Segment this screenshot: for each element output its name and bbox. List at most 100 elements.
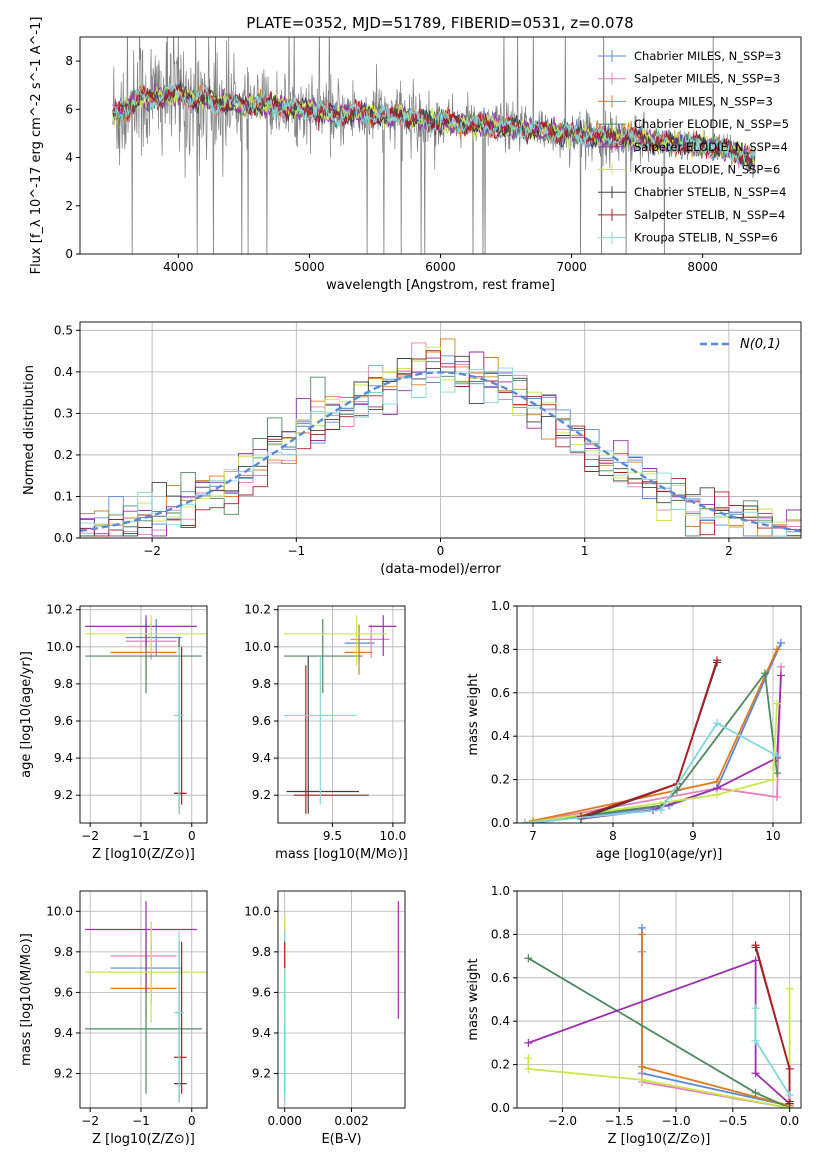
x-axis-label: wavelength [Angstrom, rest frame]	[326, 278, 555, 293]
y-tick-label: 2	[65, 199, 73, 213]
x-tick-label: 7000	[556, 260, 587, 274]
residual-histogram-chabrier-miles	[80, 355, 801, 537]
x-tick-label: 0.000	[268, 1114, 302, 1128]
y-tick-label: 9.2	[54, 788, 73, 802]
y-tick-label: 0.2	[54, 448, 73, 462]
x-tick-label: 4000	[163, 260, 194, 274]
x-axis-label: E(B-V)	[321, 1132, 361, 1147]
axes-frame	[516, 890, 802, 1109]
y-tick-label: 10.0	[244, 904, 271, 918]
x-tick-label: −2	[81, 829, 99, 843]
x-axis-label: mass [log10(M/M⊙)]	[275, 847, 408, 862]
weight-marker	[751, 941, 760, 950]
y-tick-label: 9.6	[54, 985, 73, 999]
y-tick-label: 9.4	[252, 751, 271, 765]
weight-marker	[657, 805, 665, 814]
legend-entry: Salpeter ELODIE, N_SSP=4	[634, 140, 788, 154]
x-axis-label: (data-model)/error	[380, 562, 501, 577]
weight-marker	[751, 1088, 760, 1097]
weight-marker	[773, 699, 781, 708]
plot-area	[524, 923, 794, 1108]
y-axis-label: Flux [f_λ 10^-17 erg cm^-2 s^-1 A^-1]	[29, 17, 44, 275]
weight-marker	[773, 751, 781, 760]
y-tick-label: 10.0	[46, 904, 73, 918]
y-tick-label: 0.3	[54, 406, 73, 420]
y-tick-label: 10.0	[46, 640, 73, 654]
y-tick-label: 9.8	[54, 945, 73, 959]
y-tick-label: 0.8	[491, 642, 510, 656]
x-tick-label: 1	[581, 544, 589, 558]
x-tick-label: −0.5	[718, 1114, 747, 1128]
legend-entry: Salpeter STELIB, N_SSP=4	[634, 208, 785, 222]
weight-marker	[785, 1090, 794, 1099]
y-tick-label: 0.4	[491, 1014, 510, 1028]
weight-marker	[751, 956, 760, 965]
weight-marker	[521, 819, 529, 823]
panel-age-vs-mass: 9.5 10.0 9.2 9.4 9.6 9.8 10.0 10.2 mass [log10(M…	[244, 603, 408, 862]
y-tick-label: 9.2	[252, 788, 271, 802]
legend-entry: Chabrier STELIB, N_SSP=4	[634, 185, 786, 199]
y-tick-label: 9.2	[54, 1067, 73, 1081]
legend-entry: Salpeter MILES, N_SSP=3	[634, 72, 780, 86]
weight-marker	[713, 656, 721, 665]
model-line-salpeter-elodie	[112, 82, 756, 171]
legend-entry: Chabrier ELODIE, N_SSP=5	[634, 117, 789, 131]
y-tick-label: 9.4	[54, 751, 73, 765]
x-tick-label: −1.5	[605, 1114, 634, 1128]
y-tick-label: 0.0	[491, 1101, 510, 1115]
plot-area	[112, 37, 756, 254]
axes-frame	[79, 605, 208, 824]
weight-marker	[713, 719, 721, 728]
x-tick-label: 0	[437, 544, 445, 558]
panel-mass-vs-metallicity: −2 −1 0 9.2 9.4 9.6 9.8 10.0 Z [log10(Z/Z⊙)] mass…	[19, 890, 208, 1147]
weight-marker	[761, 669, 769, 678]
plot-area	[521, 638, 785, 823]
weight-marker	[777, 671, 785, 680]
y-tick-label: 9.6	[54, 714, 73, 728]
residual-histogram-salpeter-stelib	[80, 350, 801, 537]
plot-area	[284, 901, 399, 1102]
weight-marker	[773, 769, 781, 778]
weight-marker	[751, 1036, 760, 1045]
legend-entry: N(0,1)	[740, 337, 781, 352]
x-axis-label: age [log10(age/yr)]	[596, 847, 723, 862]
y-tick-label: 0.6	[491, 686, 510, 700]
x-axis-label: Z [log10(Z/Z⊙)]	[92, 1132, 195, 1147]
x-tick-label: 10	[765, 829, 780, 843]
x-tick-label: 7	[529, 829, 537, 843]
weight-marker	[751, 1069, 760, 1078]
axes-frame	[277, 890, 406, 1109]
x-tick-label: −1	[287, 544, 305, 558]
weight-marker	[769, 775, 777, 784]
legend-entry: Kroupa MILES, N_SSP=3	[634, 94, 773, 108]
weight-marker	[524, 1064, 533, 1073]
y-tick-label: 10.2	[46, 603, 73, 617]
weight-marker	[524, 1038, 533, 1047]
x-tick-label: −2.0	[548, 1114, 577, 1128]
y-axis-label: age [log10(age/yr)]	[19, 651, 34, 778]
x-tick-label: 8000	[687, 260, 718, 274]
y-tick-label: 0.0	[491, 816, 510, 830]
y-tick-label: 0.0	[54, 531, 73, 545]
x-tick-label: 2	[725, 544, 733, 558]
y-tick-label: 0.1	[54, 489, 73, 503]
weight-line-kroupa-stelib	[524, 722, 778, 823]
x-tick-label: 9	[689, 829, 697, 843]
legend-entry: Chabrier MILES, N_SSP=3	[634, 49, 781, 63]
panel-mass-weight-vs-age: 7 8 9 10 0.0 0.2 0.4 0.6 0.8 1.0 age [log10(age/yr…	[466, 599, 802, 862]
x-axis-label: Z [log10(Z/Z⊙)]	[92, 847, 195, 862]
y-tick-label: 1.0	[491, 884, 510, 898]
x-tick-label: 8	[609, 829, 617, 843]
y-tick-label: 0.4	[491, 729, 510, 743]
weight-marker	[713, 790, 721, 799]
y-tick-label: 0.2	[491, 773, 510, 787]
normal-curve	[80, 371, 801, 532]
weight-marker	[785, 984, 794, 993]
panel-mass-vs-ebv: 0.000 0.002 9.2 9.4 9.6 9.8 10.0 E(B-V)	[244, 890, 406, 1147]
legend: Chabrier MILES, N_SSP=3 Salpeter MILES, N…	[598, 49, 789, 245]
x-tick-label: 0	[188, 829, 196, 843]
y-tick-label: 0.8	[491, 927, 510, 941]
x-tick-label: 0	[188, 1114, 196, 1128]
y-axis-label: mass weight	[466, 958, 481, 1040]
